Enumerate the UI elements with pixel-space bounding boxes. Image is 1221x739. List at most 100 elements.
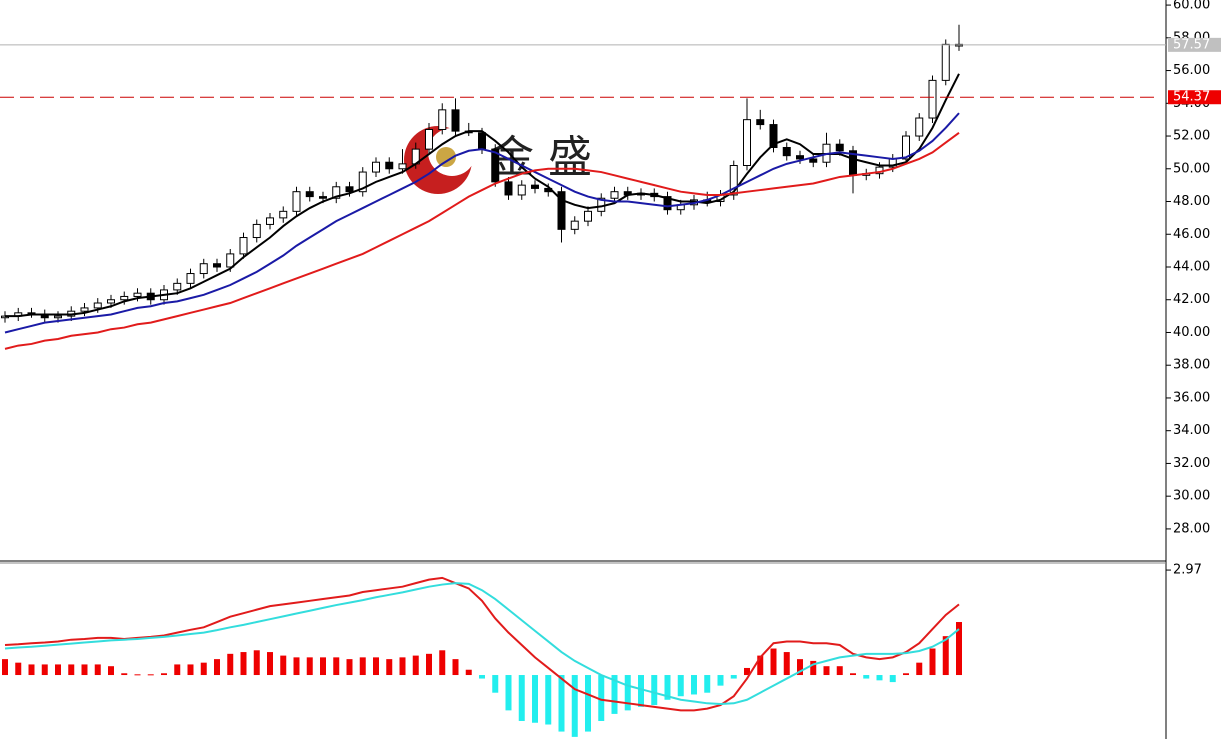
candle-body (610, 191, 619, 199)
candle-body (173, 282, 182, 291)
candle-body (451, 109, 460, 132)
macd-bar (783, 652, 790, 676)
macd-bar (677, 675, 684, 697)
indicator-line (5, 73, 960, 318)
candle-body (531, 184, 539, 189)
y-tick-label: 52.00 (1173, 129, 1210, 144)
candle-body (517, 184, 526, 196)
candle-body (809, 158, 818, 163)
candle-body (425, 128, 433, 150)
y-tick-label: 32.00 (1173, 456, 1210, 471)
candle-body (743, 119, 751, 167)
candle-body (107, 299, 115, 304)
macd-bar (55, 664, 61, 676)
y-tick-label: 40.00 (1173, 325, 1210, 340)
alert-box (1168, 90, 1221, 105)
y-tick-label: 36.00 (1173, 390, 1210, 405)
macd-bar (94, 664, 101, 676)
candle-body (319, 196, 327, 199)
y-tick-label: 42.00 (1173, 292, 1210, 307)
macd-bar (320, 657, 326, 676)
candle-body (133, 292, 142, 297)
candle-body (557, 191, 566, 230)
macd-bar (571, 675, 578, 737)
y-tick-label: 56.00 (1173, 63, 1210, 78)
candle-body (93, 302, 102, 309)
candle-body (835, 143, 844, 152)
indicator-line (4, 112, 960, 334)
macd-bar (373, 657, 379, 676)
candle-body (796, 155, 804, 160)
candle-body (504, 181, 513, 196)
macd-bar (611, 675, 618, 714)
macd-bar (267, 652, 273, 676)
candle-body (756, 119, 765, 126)
candle-body (266, 217, 274, 225)
macd-bar (108, 666, 114, 676)
y-tick-label: 44.00 (1173, 259, 1210, 274)
macd-bar (399, 657, 406, 676)
candle-body (305, 191, 314, 198)
alert-label: 54.37 (1173, 90, 1210, 105)
macd-bar (691, 675, 697, 695)
macd-bar (624, 675, 631, 711)
candle-body (385, 161, 394, 170)
y-tick-label: 38.00 (1173, 358, 1210, 373)
candle-body (358, 171, 367, 193)
candle-body (120, 295, 129, 301)
macd-bar (240, 652, 247, 676)
candle-body (54, 315, 62, 319)
macd-bar (863, 675, 870, 679)
candle-body (769, 124, 778, 148)
macd-bar (532, 675, 538, 723)
last-price-label: 57.57 (1173, 37, 1210, 52)
macd-bar (15, 662, 22, 676)
macd-bar (929, 648, 936, 676)
macd-bar (81, 664, 88, 676)
y-tick-label: 30.00 (1173, 489, 1210, 504)
candle-body (584, 210, 592, 222)
macd-bar (704, 675, 711, 693)
candle-body (941, 43, 950, 81)
macd-bar (651, 675, 658, 706)
macd-bar (492, 675, 499, 693)
candle-body (478, 132, 486, 150)
macd-bar (585, 675, 591, 732)
macd-bar (333, 657, 340, 676)
candle-body (199, 263, 208, 275)
y-tick-label: 60.00 (1173, 0, 1210, 13)
y-tick-label: 2.97 (1173, 563, 1202, 578)
candle-body (782, 146, 791, 157)
macd-bar (134, 674, 141, 676)
macd-bar (942, 636, 949, 676)
candle-body (213, 263, 221, 268)
candle-body (438, 109, 447, 130)
macd-bar (797, 659, 803, 676)
y-tick-label: 34.00 (1173, 423, 1210, 438)
macd-bar (744, 667, 750, 676)
macd-bar (836, 666, 843, 676)
macd-bar (757, 655, 764, 676)
macd-bar (717, 675, 724, 686)
y-tick-label: 50.00 (1173, 161, 1210, 176)
macd-bar (810, 660, 817, 676)
candle-body (491, 148, 500, 183)
macd-bar (253, 650, 260, 676)
macd-bar (412, 655, 419, 676)
macd-bar (121, 673, 128, 676)
macd-bar (280, 655, 287, 676)
logo-dot (436, 147, 456, 167)
macd-bar (730, 675, 737, 679)
macd-bar (426, 653, 432, 676)
candle-body (663, 196, 672, 211)
candle-body (902, 135, 910, 160)
macd-bar (558, 675, 565, 732)
candle-body (332, 186, 341, 199)
macd-bar (439, 650, 446, 676)
macd-bar (823, 666, 830, 676)
macd-bar (889, 675, 896, 683)
macd-bar (200, 662, 207, 676)
macd-bar (850, 673, 856, 676)
